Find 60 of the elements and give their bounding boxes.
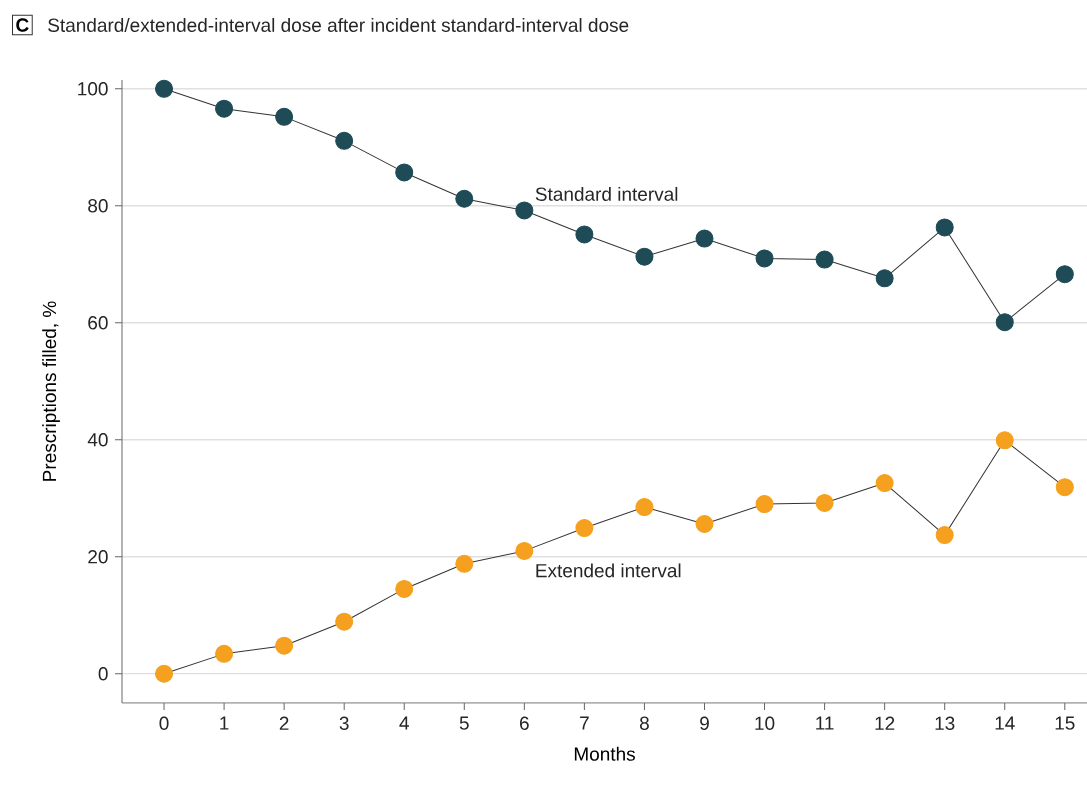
x-tick-label: 8 (639, 716, 649, 730)
point (875, 474, 894, 493)
point (995, 431, 1014, 450)
point (815, 493, 834, 512)
point (275, 636, 294, 655)
x-tick-label: 15 (1055, 716, 1075, 730)
y-tick-label: 60 (88, 316, 108, 330)
point (215, 99, 234, 118)
point (455, 554, 474, 573)
point (455, 189, 474, 208)
x-tick-label: 3 (339, 716, 349, 730)
point (935, 218, 954, 237)
y-tick-label: 80 (88, 199, 108, 213)
point (155, 79, 174, 98)
x-tick-label: 0 (159, 716, 169, 730)
point (935, 526, 954, 545)
y-tick-label: 0 (98, 667, 108, 681)
point (635, 247, 654, 266)
x-tick-label: 11 (816, 716, 834, 730)
point (515, 541, 534, 560)
text: C (16, 18, 29, 32)
series-label: Standard interval (535, 186, 678, 201)
point (755, 249, 774, 268)
x-tick-label: 7 (580, 716, 589, 730)
x-tick-label: 10 (755, 716, 775, 730)
y-axis-title: Prescriptions filled, % (42, 301, 60, 481)
point (275, 107, 294, 126)
point (575, 225, 594, 244)
x-tick-label: 2 (279, 716, 289, 730)
y-tick-label: 40 (87, 433, 108, 447)
y-tick-label: 100 (78, 82, 108, 96)
point (155, 664, 174, 683)
point (875, 269, 894, 288)
x-tick-label: 9 (700, 716, 709, 730)
point (575, 519, 594, 538)
point (335, 131, 354, 150)
x-tick-label: 4 (399, 716, 409, 730)
point (515, 201, 534, 220)
point (695, 229, 714, 248)
x-tick-label: 14 (995, 716, 1015, 730)
x-tick-label: 5 (459, 716, 469, 730)
point (695, 514, 714, 533)
x-tick-label: 1 (220, 716, 229, 730)
x-tick-label: 6 (520, 716, 529, 730)
x-axis-title: Months (574, 746, 635, 761)
point (755, 495, 774, 514)
point (995, 313, 1014, 332)
point (815, 250, 834, 269)
x-tick-label: 12 (875, 716, 895, 730)
point (215, 644, 234, 663)
point (395, 579, 414, 598)
point (395, 163, 414, 182)
y-tick-label: 20 (88, 550, 108, 564)
chart-title: Standard/extended-interval dose after incident standard-interval dose (48, 18, 629, 32)
point (1055, 265, 1074, 284)
point (1055, 478, 1074, 497)
point (635, 498, 654, 517)
point (335, 612, 354, 631)
series-label: Extended interval (536, 563, 681, 578)
x-tick-label: 13 (935, 716, 955, 730)
